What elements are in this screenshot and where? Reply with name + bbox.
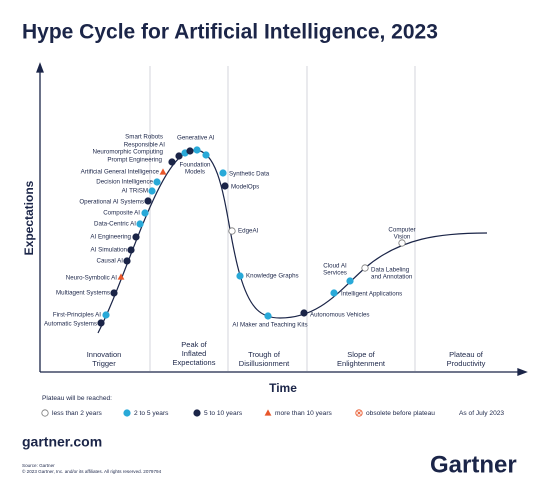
legend-label: 5 to 10 years [204, 410, 243, 417]
legend-title: Plateau will be reached: [42, 395, 112, 402]
node-label: Prompt Engineering [107, 157, 162, 164]
legend-note: As of July 2023 [459, 410, 504, 417]
axes [36, 62, 528, 376]
marker [41, 409, 49, 417]
node-label: Data-Centric AI [94, 221, 136, 228]
marker [330, 289, 338, 297]
phase-label: Productivity [447, 359, 486, 368]
node-label: Smart Robots [125, 134, 163, 141]
phase-label: Expectations [173, 358, 216, 367]
legend-label: 2 to 5 years [134, 410, 169, 417]
legend-label: obsolete before plateau [366, 410, 435, 417]
legend-label: less than 2 years [52, 410, 103, 417]
marker [202, 151, 210, 159]
marker [153, 178, 161, 186]
marker [193, 409, 201, 417]
node-label: Decision Intelligence [96, 179, 153, 186]
marker [236, 272, 244, 280]
node-label: Neuro-Symbolic AI [66, 275, 118, 282]
marker [123, 257, 131, 265]
node-label: AI Maker and Teaching Kits [232, 322, 307, 329]
marker [123, 409, 131, 417]
marker [264, 409, 272, 416]
node-label: and Annotation [371, 274, 413, 281]
node-label: EdgeAI [238, 228, 259, 235]
copyright: © 2023 Gartner, Inc. and/or its affiliat… [22, 468, 162, 474]
phase-label: Slope of [347, 350, 375, 359]
legend-label: more than 10 years [275, 410, 333, 417]
marker [264, 312, 272, 320]
node-label: Neuromorphic Computing [92, 149, 163, 156]
marker [228, 227, 236, 235]
phase-label: Trigger [92, 359, 116, 368]
node-label: ModelOps [231, 184, 259, 191]
marker-x [357, 411, 361, 415]
node-label: Services [323, 270, 347, 277]
phase-label: Plateau of [449, 350, 484, 359]
marker [398, 239, 406, 247]
marker [221, 182, 229, 190]
marker [219, 169, 227, 177]
node-label: Cloud AI [323, 263, 347, 270]
marker [186, 147, 194, 155]
node-label: Artificial General Intelligence [81, 169, 160, 176]
marker [141, 209, 149, 217]
phase-label: Trough of [248, 350, 281, 359]
node-label: Causal AI [97, 258, 124, 265]
title: Hype Cycle for Artificial Intelligence, … [22, 21, 438, 44]
marker [117, 273, 125, 280]
marker [102, 311, 110, 319]
node-label: Foundation [180, 162, 212, 169]
x-axis-label: Time [269, 381, 297, 395]
marker [132, 233, 140, 241]
marker [346, 277, 354, 285]
node-label: Models [185, 169, 205, 176]
x-arrow [517, 368, 528, 376]
phase-dividers [149, 66, 416, 371]
marker [193, 146, 201, 154]
node-label: AI TRiSM [122, 188, 148, 195]
node-label: Responsible AI [124, 142, 166, 149]
node-label: Data Labeling [371, 267, 410, 274]
marker [159, 168, 167, 175]
marker [300, 309, 308, 317]
y-axis-label: Expectations [22, 180, 36, 255]
phase-label: Enlightenment [337, 359, 386, 368]
source: Source: Gartner [22, 463, 55, 468]
marker [175, 152, 183, 160]
logo: Gartner [430, 451, 517, 478]
marker [148, 187, 156, 195]
marker [127, 246, 135, 254]
marker [136, 220, 144, 228]
marker [97, 319, 105, 327]
node-label: Intelligent Applications [341, 291, 402, 298]
node-label: Multiagent Systems [56, 290, 110, 297]
marker [361, 264, 369, 272]
node-label: Synthetic Data [229, 171, 270, 178]
phase-label: Peak of [181, 340, 207, 349]
node-label: Computer [388, 227, 415, 234]
marker [110, 289, 118, 297]
marker [144, 197, 152, 205]
node-label: AI Engineering [90, 234, 131, 241]
node-label: Operational AI Systems [79, 199, 144, 206]
node-label: Vision [394, 234, 411, 241]
marker [168, 158, 176, 166]
phase-label: Innovation [87, 350, 122, 359]
y-arrow [36, 62, 44, 73]
node-label: Composite AI [103, 210, 140, 217]
hype-curve [97, 149, 488, 334]
node-label: Knowledge Graphs [246, 273, 299, 280]
node-label: Autonomous Vehicles [310, 312, 370, 319]
node-label: First-Principles AI [53, 312, 101, 319]
phase-label: Disillusionment [239, 359, 290, 368]
node-label: AI Simulation [91, 247, 128, 254]
site: gartner.com [22, 434, 102, 450]
phase-label: Inflated [182, 349, 207, 358]
node-label: Automatic Systems [44, 321, 97, 328]
node-label: Generative AI [177, 135, 215, 142]
